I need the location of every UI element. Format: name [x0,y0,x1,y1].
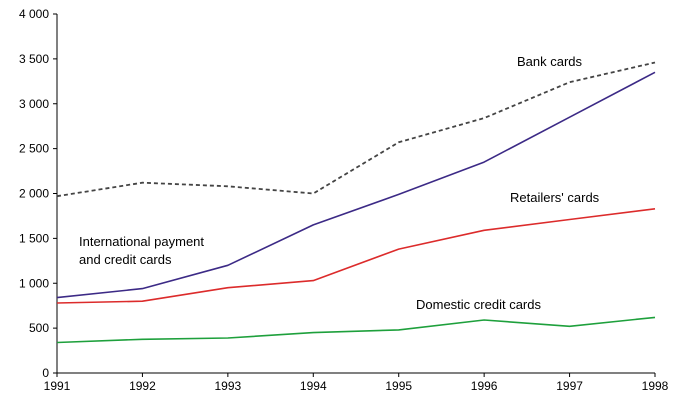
y-tick-label: 3 500 [19,52,49,66]
y-tick-label: 1 000 [19,276,49,290]
x-tick-label: 1996 [471,379,498,393]
x-tick-label: 1995 [385,379,412,393]
x-tick-label: 1997 [556,379,583,393]
series-label-0: Bank cards [517,54,583,69]
series-label-1: and credit cards [79,252,172,267]
series-line-0 [56,61,656,198]
y-tick-label: 3 000 [19,97,49,111]
series-line-3 [56,316,656,344]
y-tick-label: 0 [42,366,49,380]
x-tick-label: 1998 [642,379,669,393]
series-line-1 [56,71,656,299]
x-tick-label: 1992 [129,379,156,393]
series-line-2 [56,208,656,304]
x-tick-label: 1994 [300,379,327,393]
y-tick-label: 1 500 [19,231,49,245]
y-tick-label: 500 [29,321,49,335]
y-tick-label: 2 000 [19,187,49,201]
y-tick-label: 4 000 [19,7,49,21]
x-tick-label: 1993 [215,379,242,393]
x-tick-label: 1991 [44,379,71,393]
y-tick-label: 2 500 [19,142,49,156]
series-label-2: Retailers' cards [510,190,600,205]
series-label-1: International payment [79,234,204,249]
series-label-3: Domestic credit cards [416,297,541,312]
